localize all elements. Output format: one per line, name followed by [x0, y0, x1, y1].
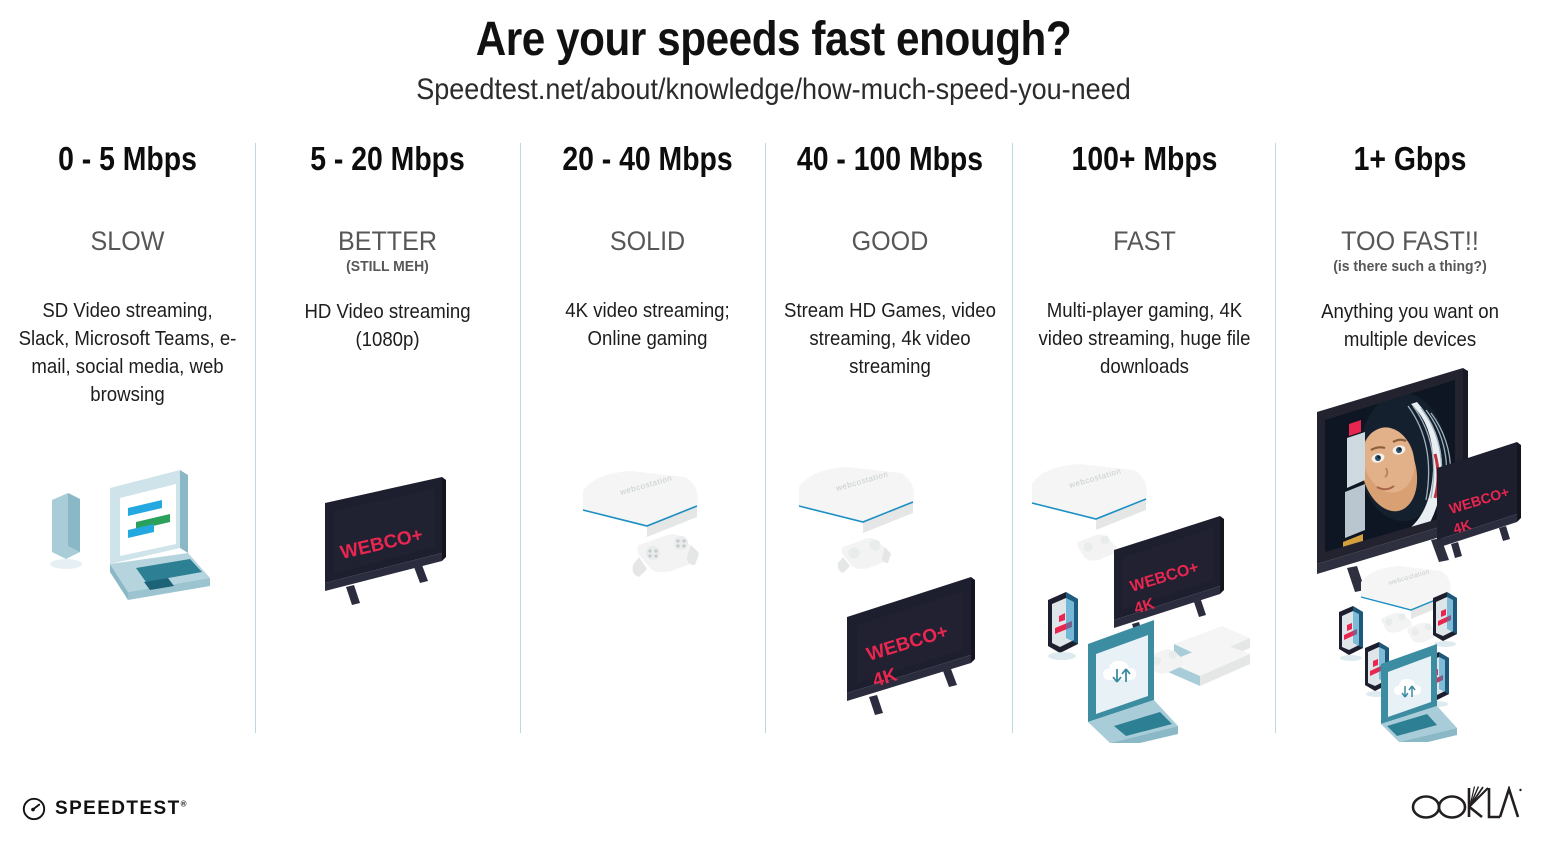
tv-webco-4k-icon: WEBCO+ 4K: [1437, 442, 1521, 558]
gamepad-icon: [1147, 649, 1184, 674]
speed-tier-column-2: 5 - 20 Mbps BETTER (STILL MEH) HD Video …: [270, 140, 505, 605]
phone-icon: [50, 493, 82, 569]
column-artwork-4: webcostation WEBCO+ 4K: [775, 465, 1005, 730]
console-gamepad-tv-illustration: webcostation WEBCO+ 4K: [798, 467, 975, 715]
column-divider: [765, 143, 766, 733]
phone-icon: [1339, 606, 1363, 661]
column-artwork-5: webcostation WEBCO+ 4K: [1022, 458, 1267, 750]
speed-tier-column-4: 40 - 100 Mbps GOOD Stream HD Games, vide…: [775, 140, 1005, 715]
infographic-footer: SPEEDTEST®: [0, 773, 1547, 843]
speed-range-label: 5 - 20 Mbps: [310, 140, 465, 177]
quality-label: SOLID: [609, 226, 686, 256]
tv-resolution-text: 4K: [1132, 595, 1157, 617]
console-icon: webcostation: [582, 471, 698, 537]
console-and-gamepad-illustration: webcostation: [582, 471, 699, 577]
column-artwork-1: [10, 460, 245, 625]
quality-label: TOO FAST!!: [1341, 226, 1479, 256]
speed-range-label: 20 - 40 Mbps: [562, 140, 733, 177]
tv-illustration: WEBCO+: [325, 477, 446, 605]
column-artwork-3: webcostation: [535, 465, 760, 630]
column-divider: [520, 143, 521, 733]
speed-range-label: 100+ Mbps: [1071, 140, 1218, 177]
tv-movie-icon: [1317, 368, 1468, 592]
tv-webco-icon: WEBCO+: [325, 477, 446, 605]
speed-range-label: 0 - 5 Mbps: [58, 140, 197, 177]
tv-resolution-text: 4K: [1451, 516, 1473, 537]
speed-range-label: 40 - 100 Mbps: [796, 140, 984, 177]
usage-description: Multi-player gaming, 4K video streaming,…: [1038, 300, 1251, 378]
quality-label: BETTER: [337, 226, 438, 256]
laptop-cloud-icon: [1088, 620, 1178, 750]
phone-icon: [1048, 592, 1078, 660]
quality-sublabel: (STILL MEH): [346, 258, 429, 275]
laptop-and-phone-illustration: [50, 470, 210, 600]
page-title: Are your speeds fast enough?: [475, 13, 1072, 66]
quality-label: GOOD: [851, 226, 929, 256]
tv-webco-4k-icon: WEBCO+ 4K: [1114, 516, 1224, 640]
column-divider: [1012, 143, 1013, 733]
speed-tier-column-1: 0 - 5 Mbps SLOW SD Video streaming, Slac…: [10, 140, 245, 600]
speed-range-label: 1+ Gbps: [1353, 140, 1467, 177]
usage-description: SD Video streaming, Slack, Microsoft Tea…: [18, 300, 237, 406]
gamepad-icon: [1077, 534, 1117, 561]
page-subtitle-url: Speedtest.net/about/knowledge/how-much-s…: [416, 73, 1131, 106]
laptop-icon: [110, 470, 210, 600]
console-icon: webcostation: [1031, 464, 1147, 530]
column-artwork-2: WEBCO+: [270, 475, 505, 630]
usage-description: Stream HD Games, video streaming, 4k vid…: [784, 300, 996, 378]
infographic-header: Are your speeds fast enough? Speedtest.n…: [0, 0, 1547, 107]
speed-tier-column-3: 20 - 40 Mbps SOLID 4K video streaming; O…: [535, 140, 760, 577]
all-devices-illustration: WEBCO+ 4K webcostation: [1317, 368, 1521, 749]
quality-sublabel: (is there such a thing?): [1333, 258, 1487, 275]
speed-tier-column-5: 100+ Mbps FAST Multi-player gaming, 4K v…: [1022, 140, 1267, 750]
speedometer-icon: [22, 797, 46, 821]
phone-icon: [1433, 592, 1457, 647]
usage-description: HD Video streaming (1080p): [304, 301, 471, 351]
gamepad-icon: [1381, 612, 1412, 633]
ookla-logo: [1410, 784, 1522, 825]
tv-webco-4k-icon: WEBCO+ 4K: [847, 577, 975, 715]
usage-description: 4K video streaming; Online gaming: [565, 300, 730, 350]
console-icon: webcostation: [798, 467, 914, 533]
speed-tier-column-6: 1+ Gbps TOO FAST!! (is there such a thin…: [1285, 140, 1535, 749]
router-icon: [1168, 626, 1250, 686]
usage-description: Anything you want on multiple devices: [1321, 301, 1499, 351]
column-divider: [1275, 143, 1276, 733]
speedtest-wordmark: SPEEDTEST®: [55, 798, 188, 819]
multi-device-illustration: webcostation WEBCO+ 4K: [1031, 464, 1250, 750]
speedtest-trademark: ®: [180, 799, 188, 809]
column-artwork-6: WEBCO+ 4K webcostation: [1285, 362, 1535, 749]
quality-label: FAST: [1113, 226, 1176, 256]
gamepad-icon: [1407, 622, 1438, 643]
speed-tier-columns: 0 - 5 Mbps SLOW SD Video streaming, Slac…: [0, 140, 1547, 750]
gamepad-icon: [632, 534, 699, 577]
column-divider: [255, 143, 256, 733]
quality-label: SLOW: [90, 226, 165, 256]
gamepad-icon: [837, 538, 891, 573]
ookla-wordmark: [1411, 784, 1522, 819]
speedtest-logo: SPEEDTEST®: [22, 797, 188, 821]
